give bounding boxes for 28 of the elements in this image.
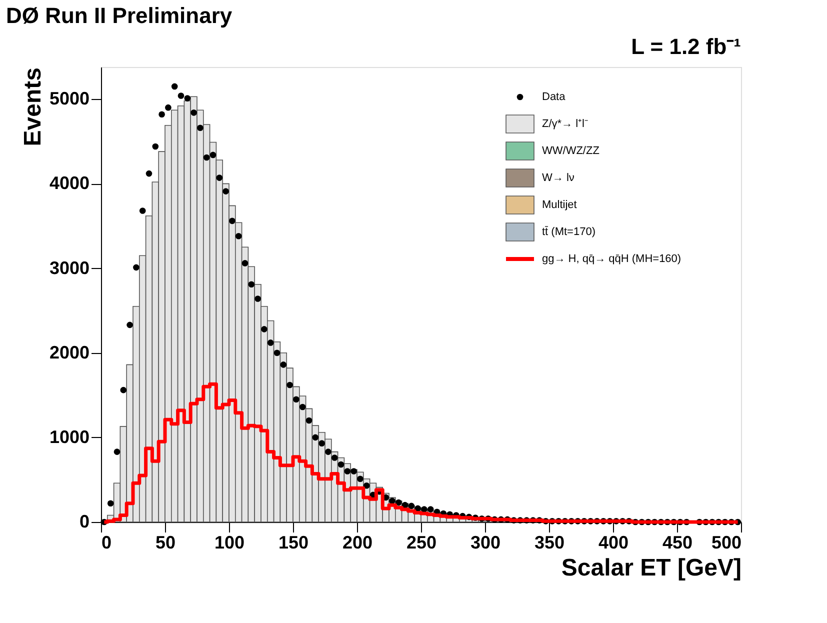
x-axis-title: Scalar ET [GeV] [561, 554, 742, 582]
y-tick-label: 0 [79, 512, 90, 532]
y-tick-label: 3000 [49, 258, 90, 278]
legend-label: Multijet [542, 199, 577, 211]
legend-label: WW/WZ/ZZ [542, 145, 600, 157]
legend-label: W→ lν [542, 172, 575, 184]
x-tick-label: 400 [598, 532, 629, 552]
chart-title: DØ Run II Preliminary [6, 3, 233, 28]
x-tick-label: 100 [214, 532, 245, 552]
x-tick-label: 300 [470, 532, 501, 552]
legend-label: gg→ H, qq̄→ qq̄H (MH=160) [542, 253, 682, 265]
text: L = 1.2 fb⁻¹ [631, 34, 741, 59]
x-tick-label: 500 [711, 532, 742, 552]
x-tick-label: 450 [662, 532, 693, 552]
legend-label: Z/γ*→ l⁺l⁻ [542, 118, 588, 130]
x-tick-label: 0 [102, 532, 112, 552]
y-tick-label: 4000 [49, 173, 90, 194]
legend-label: Data [542, 91, 566, 103]
x-tick-label: 200 [342, 532, 373, 552]
y-tick-label: 2000 [49, 342, 90, 362]
x-tick-label: 250 [406, 532, 437, 552]
x-tick-label: 350 [534, 532, 565, 552]
legend-label: tt̄ (Mt=170) [542, 226, 596, 238]
y-axis-title: Events [19, 68, 46, 146]
y-tick-label: 5000 [49, 88, 90, 109]
y-tick-label: 1000 [49, 426, 90, 447]
x-tick-label: 50 [155, 532, 176, 552]
x-tick-label: 150 [278, 532, 309, 552]
